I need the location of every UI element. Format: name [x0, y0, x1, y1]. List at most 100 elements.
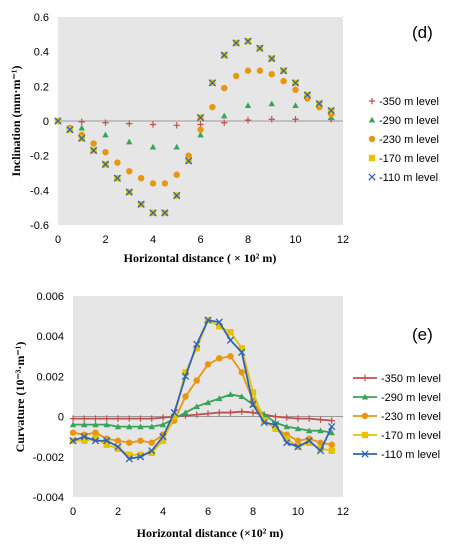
data-point: [221, 112, 228, 119]
legend-label: -230 m level: [379, 134, 439, 146]
data-point: [244, 67, 252, 74]
legend-marker: [368, 154, 376, 162]
data-point: [90, 140, 97, 147]
y-tick-label: -0.002: [33, 452, 64, 464]
data-point: [216, 322, 223, 330]
data-point: [182, 369, 189, 376]
legend-label: -110 m level: [381, 449, 440, 461]
data-point: [216, 395, 223, 402]
data-point: [102, 131, 109, 138]
x-tick-label: 8: [250, 506, 256, 518]
data-point: [125, 188, 133, 196]
data-point: [92, 429, 99, 436]
data-point: [69, 415, 77, 422]
legend-marker: [361, 374, 369, 382]
data-point: [113, 174, 122, 182]
data-point: [227, 409, 234, 416]
data-point: [69, 421, 77, 428]
data-point: [159, 421, 167, 428]
data-point: [126, 451, 133, 458]
data-point: [137, 423, 144, 430]
data-point: [149, 209, 157, 217]
data-point: [204, 316, 212, 324]
data-point: [328, 422, 336, 431]
legend-d: -350 m level -290 m level -230 m level -170…: [368, 96, 439, 184]
data-point: [81, 431, 88, 438]
legend-item: -290 m level: [353, 392, 441, 404]
data-point: [137, 437, 144, 444]
data-point: [69, 437, 77, 445]
data-point: [261, 417, 268, 424]
data-point: [149, 143, 157, 150]
x-tick-labels-d: 0 2 4 6 8 10 12: [55, 234, 349, 246]
data-point: [238, 393, 245, 400]
data-point: [215, 318, 223, 326]
data-point: [238, 345, 245, 352]
data-point: [271, 420, 280, 429]
data-point: [126, 120, 133, 127]
data-point: [137, 200, 145, 208]
legend-marker: [368, 135, 376, 143]
data-point: [102, 119, 109, 126]
data-point: [306, 415, 313, 422]
data-point: [268, 71, 275, 78]
legend-marker: [361, 393, 369, 400]
data-point: [114, 415, 122, 422]
data-point: [161, 209, 169, 217]
data-point: [81, 437, 88, 444]
y-tick-labels-d: -0.6 -0.4 -0.2 0 0.2 0.4 0.6: [30, 12, 49, 232]
data-point: [89, 146, 98, 155]
x-tick-label: 6: [205, 506, 211, 518]
data-point: [249, 389, 257, 396]
data-point: [316, 447, 325, 455]
data-point: [204, 410, 212, 417]
y-tick-label: 0.2: [34, 81, 49, 93]
y-tick-label: 0.006: [36, 291, 64, 303]
data-point: [268, 116, 275, 123]
data-point: [137, 415, 144, 422]
data-point: [69, 429, 77, 436]
data-point: [184, 157, 193, 165]
y-tick-label: 0.002: [36, 371, 64, 383]
data-point: [227, 391, 234, 398]
data-point: [91, 437, 100, 445]
data-point: [103, 415, 110, 422]
y-tick-label: 0.6: [34, 12, 49, 24]
x-tick-label: 6: [197, 234, 203, 246]
legend-marker: [368, 116, 376, 123]
data-point: [173, 143, 180, 150]
data-point: [149, 121, 157, 128]
data-point: [328, 447, 335, 454]
x-tick-label: 12: [337, 506, 349, 518]
data-point: [80, 433, 88, 441]
data-point: [66, 126, 74, 134]
data-point: [268, 54, 276, 63]
data-point: [103, 421, 110, 428]
data-point: [244, 102, 252, 108]
data-point: [291, 79, 300, 87]
data-point: [328, 417, 335, 424]
data-point: [126, 168, 133, 175]
y-tick-label: 0: [43, 116, 49, 128]
legend-item: -230 m level: [353, 411, 441, 423]
legend-item: -350 m level: [368, 96, 439, 108]
legend-label: -350 m level: [381, 373, 441, 385]
series-230mlevel: [69, 353, 335, 448]
data-point: [173, 171, 180, 178]
x-tick-label: 2: [115, 506, 121, 518]
data-point: [280, 77, 287, 85]
data-point: [126, 415, 133, 422]
data-point: [260, 418, 268, 427]
data-point: [114, 423, 122, 430]
y-tick-label: -0.2: [30, 151, 49, 163]
data-point: [161, 180, 169, 187]
data-point: [126, 138, 133, 145]
data-point: [317, 439, 324, 446]
legend-marker: [361, 412, 369, 420]
data-point: [81, 415, 88, 422]
data-point: [220, 51, 228, 59]
data-point: [185, 152, 192, 159]
data-point: [78, 134, 86, 142]
data-point: [101, 160, 110, 168]
